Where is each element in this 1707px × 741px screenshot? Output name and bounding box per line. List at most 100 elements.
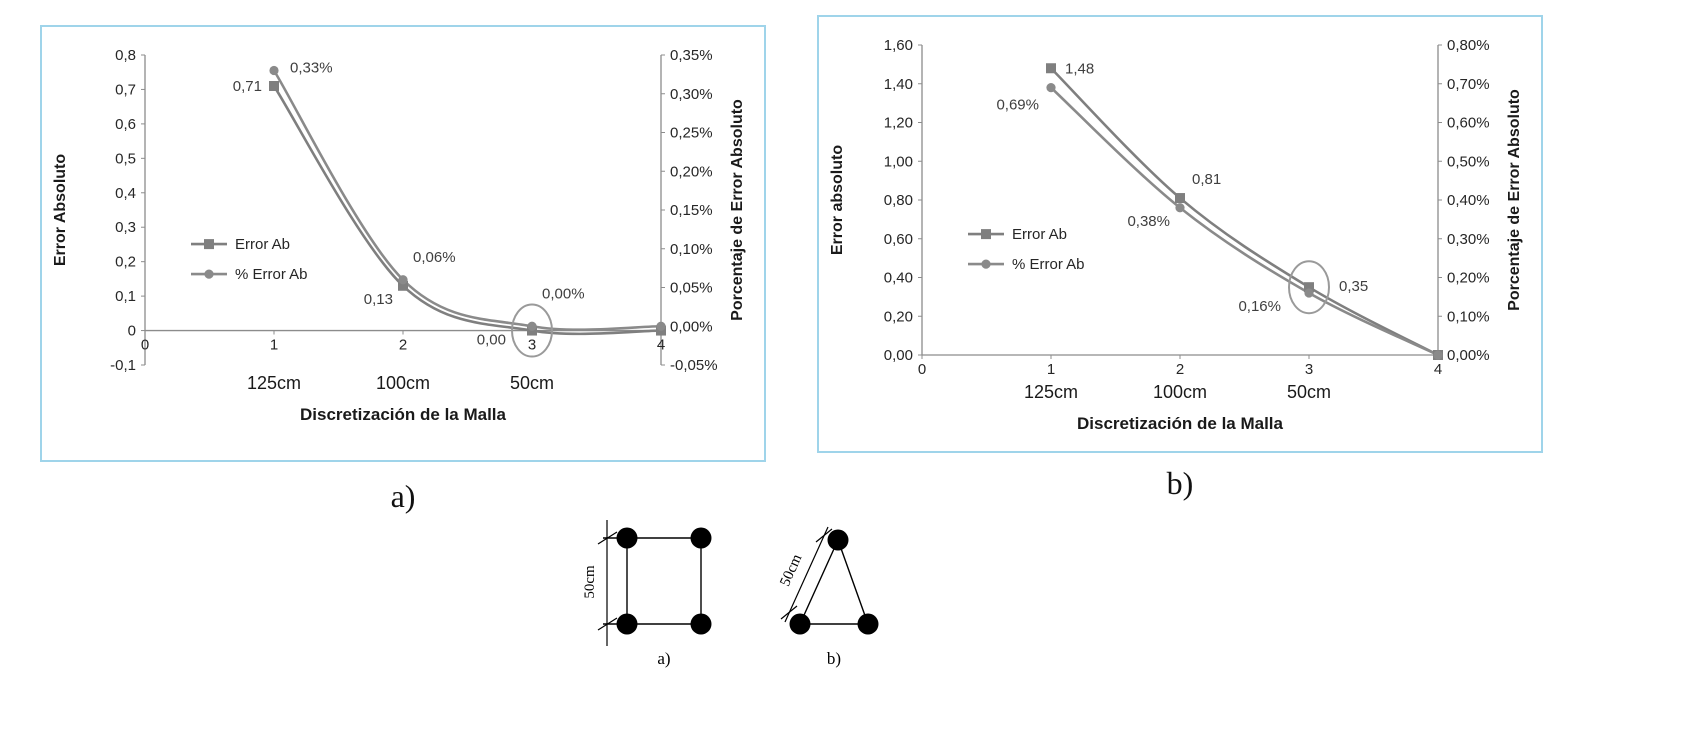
x-axis-tick-label: 0 — [141, 337, 149, 354]
node-dot — [789, 613, 811, 635]
dimension-line — [784, 526, 829, 623]
marker-circle — [1304, 288, 1314, 298]
right-axis-tick-label: 0,00% — [670, 318, 713, 335]
data-label: 0,06% — [413, 249, 456, 266]
data-label: 0,81 — [1192, 171, 1221, 188]
legend-label: % Error Ab — [235, 266, 308, 283]
right-axis-tick-label: 0,05% — [670, 280, 713, 297]
marker-circle — [527, 321, 537, 331]
chart-panel-b: 1,60 1,40 1,20 1,00 0,80 0,60 0,40 0,20 0,00 0,80… — [817, 15, 1543, 453]
x-axis-sub-label: 100cm — [376, 373, 430, 393]
right-axis-tick-label: 0,20% — [1447, 270, 1490, 287]
right-axis-title: Porcentaje de Error Absoluto — [729, 99, 746, 321]
marker-square — [398, 280, 408, 291]
dimension-label: 50cm — [777, 552, 805, 589]
marker-square — [1046, 63, 1056, 74]
marker-circle — [656, 321, 666, 331]
legend-label: Error Ab — [1012, 226, 1067, 243]
series-line-1 — [1050, 86, 1439, 357]
left-axis-tick-label: 0,00 — [884, 347, 913, 364]
dimension-tick — [815, 528, 833, 543]
x-axis-tick-label: 4 — [657, 337, 665, 354]
data-label: 0,71 — [233, 78, 262, 95]
right-axis-tick-label: -0,05% — [670, 357, 718, 374]
left-axis-tick-label: 0,6 — [115, 116, 136, 133]
series-line-0 — [272, 85, 662, 336]
x-axis-tick-label: 0 — [918, 361, 926, 378]
highlight-ellipse — [511, 303, 553, 358]
data-label: 0,16% — [1238, 298, 1281, 315]
left-axis-tick-label: 1,40 — [884, 76, 913, 93]
right-axis-tick-label: 0,20% — [670, 163, 713, 180]
data-label: 0,00% — [542, 285, 585, 302]
figure-caption-a: a) — [390, 478, 416, 514]
series-line-1 — [272, 69, 662, 331]
x-axis-tick-label: 4 — [1434, 361, 1442, 378]
x-axis-title: Discretización de la Malla — [300, 405, 507, 424]
left-axis-tick-label: 0,5 — [115, 150, 136, 167]
edge-line — [837, 539, 869, 625]
dimension-label: 50cm — [582, 565, 598, 599]
left-axis-tick-label: 0,20 — [884, 308, 913, 325]
right-axis-tick-label: 0,80% — [1447, 37, 1490, 54]
right-axis-tick-label: 0,00% — [1447, 347, 1490, 364]
left-axis-tick-label: 0,8 — [115, 47, 136, 64]
x-axis-sub-label: 125cm — [247, 373, 301, 393]
node-dot — [616, 613, 638, 635]
figure-caption-b: b) — [1166, 465, 1194, 501]
right-axis-tick-label: 0,50% — [1447, 153, 1490, 170]
square-element-diagram: 50cm a) — [582, 520, 712, 668]
x-axis-title: Discretización de la Malla — [1077, 414, 1284, 433]
square-diagram-caption: a) — [657, 649, 670, 668]
marker-circle — [269, 65, 279, 76]
left-axis-tick-label: -0,1 — [110, 357, 136, 374]
right-axis-tick-label: 0,10% — [1447, 308, 1490, 325]
data-label: 0,00 — [477, 332, 506, 349]
data-label: 1,48 — [1065, 60, 1094, 77]
right-axis-tick-label: 0,30% — [1447, 231, 1490, 248]
x-axis-sub-label: 50cm — [510, 373, 554, 393]
data-label: 0,33% — [290, 60, 333, 77]
left-axis-tick-label: 0,3 — [115, 219, 136, 236]
x-axis-tick-label: 2 — [399, 337, 407, 354]
data-label: 0,35 — [1339, 278, 1368, 295]
series-line-0 — [1050, 67, 1439, 357]
left-axis-tick-label: 0,60 — [884, 231, 913, 248]
line-chart-b: 1,60 1,40 1,20 1,00 0,80 0,60 0,40 0,20 0,00 0,80… — [829, 37, 1523, 433]
x-axis-tick-label: 3 — [1305, 361, 1313, 378]
legend-marker-circle — [981, 259, 991, 269]
triangle-diagram-caption: b) — [827, 649, 841, 668]
highlight-ellipse — [1288, 260, 1330, 315]
right-axis-tick-label: 0,40% — [1447, 192, 1490, 209]
node-dot — [827, 529, 849, 551]
x-axis-tick-label: 1 — [270, 337, 278, 354]
marker-circle — [1433, 350, 1443, 360]
x-axis-sub-label: 100cm — [1153, 382, 1207, 402]
left-axis-tick-label: 0,7 — [115, 81, 136, 98]
right-axis-tick-label: 0,35% — [670, 47, 713, 64]
left-axis-title: Error absoluto — [829, 145, 846, 255]
left-axis-tick-label: 0,2 — [115, 254, 136, 271]
data-label: 0,38% — [1127, 213, 1170, 230]
left-axis-tick-label: 1,20 — [884, 115, 913, 132]
marker-square — [269, 81, 279, 91]
triangle-element-diagram: 50cm b) — [777, 526, 879, 668]
left-axis-tick-label: 0,4 — [115, 185, 136, 202]
legend-marker-square — [981, 229, 991, 240]
right-axis-tick-label: 0,10% — [670, 241, 713, 258]
marker-square — [1175, 193, 1185, 204]
right-axis-tick-label: 0,15% — [670, 202, 713, 219]
left-axis-title: Error Absoluto — [52, 154, 69, 267]
node-dot — [857, 613, 879, 635]
legend-label: % Error Ab — [1012, 256, 1085, 273]
chart-root-a: 0,8 0,7 0,6 0,5 0,4 0,3 0,2 0,1 0 -0,1 0,35% 0,30% 0… — [52, 47, 746, 424]
left-axis-tick-label: 0,40 — [884, 270, 913, 287]
legend-marker-square — [204, 239, 214, 250]
right-axis-tick-label: 0,25% — [670, 125, 713, 142]
right-axis-tick-label: 0,30% — [670, 86, 713, 103]
node-dot — [690, 613, 712, 635]
node-dot — [616, 527, 638, 549]
data-label: 0,13 — [364, 291, 393, 308]
node-dot — [690, 527, 712, 549]
marker-circle — [1175, 203, 1185, 213]
